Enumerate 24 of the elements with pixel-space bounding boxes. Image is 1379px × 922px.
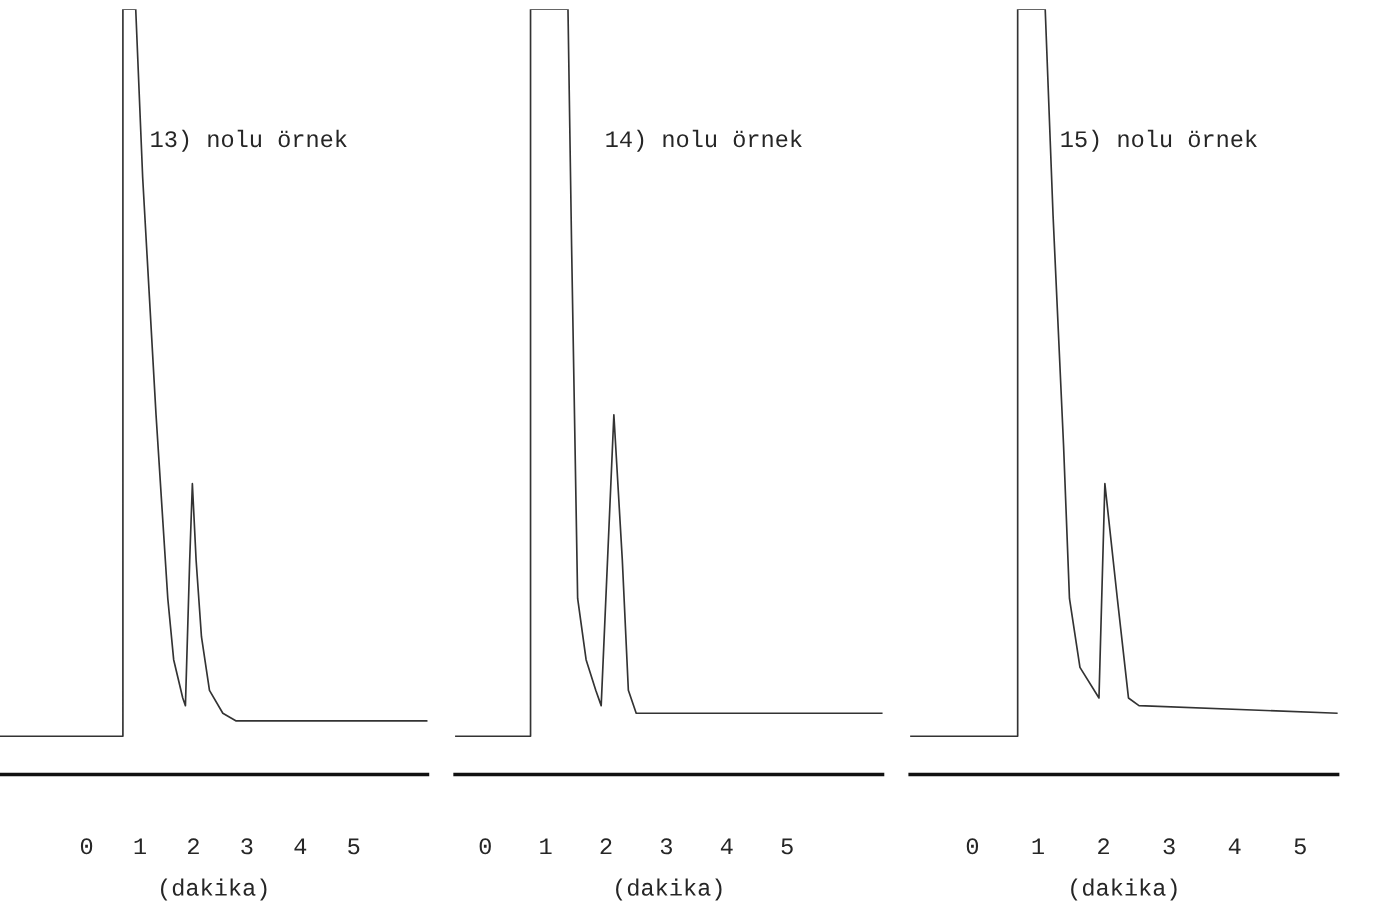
x-tick-label: 2 (188, 838, 199, 855)
x-tick-label: 0 (479, 838, 491, 855)
text: 13) nolu örnek (151, 129, 347, 152)
x-tick-label: 4 (294, 838, 307, 855)
x-axis-title: (dakika) (161, 878, 267, 901)
x-axis-title: (dakika) (1071, 878, 1177, 901)
x-tick-label: 2 (600, 838, 612, 855)
x-tick-label: 3 (241, 838, 253, 855)
x-tick-label: 3 (1163, 838, 1175, 855)
x-tick-label: 1 (540, 838, 552, 855)
x-tick-label: 5 (348, 838, 360, 855)
x-tick-label: 0 (80, 838, 93, 855)
x-tick-label: 1 (134, 838, 146, 855)
x-tick-label: 0 (966, 838, 979, 855)
x-axis-title: (dakika) (616, 878, 722, 901)
text: 15) nolu örnek (1061, 129, 1257, 152)
x-tick-label: 1 (1032, 838, 1044, 855)
x-tick-label: 4 (1228, 838, 1241, 855)
x-tick-label: 5 (781, 838, 793, 855)
x-tick-label: 4 (720, 838, 733, 855)
text: 14) nolu örnek (606, 129, 802, 152)
x-tick-label: 2 (1098, 838, 1109, 855)
x-tick-label: 5 (1294, 838, 1306, 855)
x-tick-label: 3 (660, 838, 672, 855)
